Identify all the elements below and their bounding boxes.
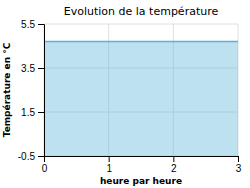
chart: 0 1 2 3 -0.5 1.5 3.5 5.5 Evolution de la tempéra… <box>0 0 250 188</box>
tick: -0.5 <box>18 151 44 162</box>
tick: 3 <box>236 156 242 174</box>
tick-label: 0 <box>42 163 48 174</box>
tick-mark <box>109 156 110 162</box>
tick: 2 <box>171 156 177 174</box>
tick-label: 2 <box>171 163 177 174</box>
tick-label: 3.5 <box>21 63 35 74</box>
axis-line <box>38 25 45 157</box>
tick-label: 1 <box>106 163 112 174</box>
title: Evolution de la température <box>64 5 219 18</box>
plot: 0 1 2 3 -0.5 1.5 3.5 5.5 <box>18 19 242 174</box>
tick-label: 3 <box>236 163 242 174</box>
grid-line <box>44 24 238 25</box>
tick-mark <box>38 156 44 157</box>
y-axis-label: Température en °C <box>2 42 12 137</box>
tick: 5.5 <box>21 19 44 30</box>
tick-mark <box>38 112 44 113</box>
tick: 1.5 <box>21 107 44 118</box>
tick: 3.5 <box>21 63 44 74</box>
tick-label: 1.5 <box>21 107 35 118</box>
tick-mark <box>38 24 44 25</box>
tick-mark <box>173 156 174 162</box>
tick: 0 <box>42 156 48 174</box>
line <box>44 41 238 43</box>
axis: 0 1 2 3 <box>42 156 242 174</box>
tick-label: -0.5 <box>18 151 36 162</box>
marks <box>44 42 238 156</box>
x-axis-label: heure par heure <box>100 176 182 186</box>
grid <box>44 24 238 156</box>
tick-mark <box>238 156 239 162</box>
axis-line <box>45 157 239 163</box>
area <box>44 42 238 156</box>
tick-label: 5.5 <box>21 19 35 30</box>
tick: 1 <box>106 156 112 174</box>
tick-mark <box>38 68 44 69</box>
axis: -0.5 1.5 3.5 5.5 <box>18 19 45 162</box>
